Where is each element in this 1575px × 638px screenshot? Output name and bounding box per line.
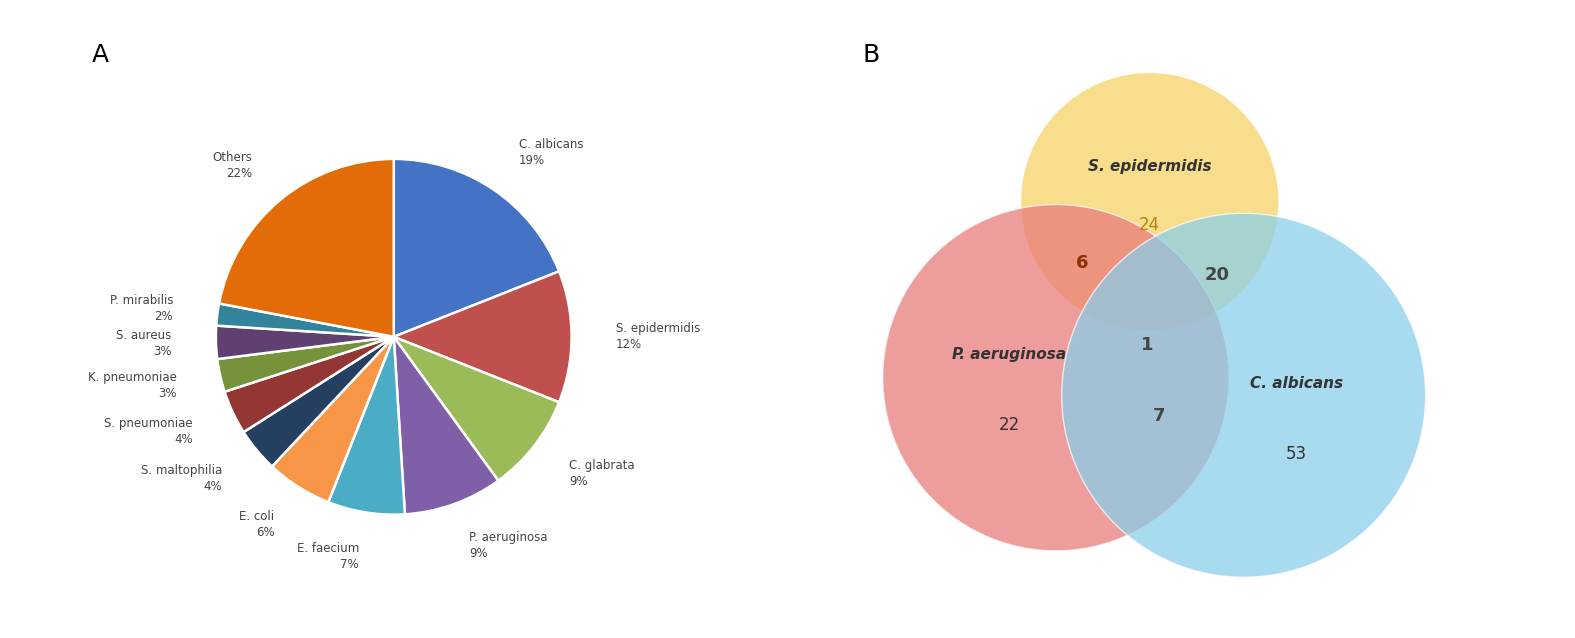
Text: S. maltophilia
4%: S. maltophilia 4% — [142, 464, 222, 493]
Text: 6: 6 — [1076, 254, 1088, 272]
Text: S. epidermidis: S. epidermidis — [1088, 159, 1211, 174]
Text: S. epidermidis
12%: S. epidermidis 12% — [616, 322, 701, 352]
Text: S. aureus
3%: S. aureus 3% — [117, 329, 172, 359]
Text: 53: 53 — [1285, 445, 1307, 463]
Text: C. albicans
19%: C. albicans 19% — [518, 138, 583, 167]
Text: P. aeruginosa: P. aeruginosa — [951, 346, 1066, 362]
Circle shape — [882, 205, 1228, 551]
Text: 1: 1 — [1140, 336, 1153, 355]
Text: S. pneumoniae
4%: S. pneumoniae 4% — [104, 417, 192, 446]
Wedge shape — [216, 325, 394, 359]
Text: B: B — [862, 43, 879, 67]
Text: Others
22%: Others 22% — [213, 151, 252, 180]
Wedge shape — [394, 159, 559, 337]
Text: K. pneumoniae
3%: K. pneumoniae 3% — [88, 371, 176, 400]
Text: 20: 20 — [1205, 266, 1230, 284]
Wedge shape — [394, 337, 498, 514]
Text: 7: 7 — [1153, 407, 1165, 425]
Text: E. faecium
7%: E. faecium 7% — [296, 542, 359, 571]
Text: P. aeruginosa
9%: P. aeruginosa 9% — [469, 531, 548, 560]
Text: 22: 22 — [999, 415, 1019, 434]
Wedge shape — [272, 337, 394, 502]
Circle shape — [1062, 213, 1425, 577]
Wedge shape — [225, 337, 394, 432]
Text: C. glabrata
9%: C. glabrata 9% — [570, 459, 635, 487]
Wedge shape — [217, 337, 394, 392]
Wedge shape — [216, 304, 394, 337]
Wedge shape — [394, 337, 559, 480]
Wedge shape — [244, 337, 394, 466]
Circle shape — [1021, 73, 1279, 330]
Text: 24: 24 — [1139, 216, 1161, 234]
Text: A: A — [91, 43, 109, 67]
Wedge shape — [328, 337, 405, 515]
Text: P. mirabilis
2%: P. mirabilis 2% — [110, 294, 173, 323]
Wedge shape — [219, 159, 394, 337]
Text: E. coli
6%: E. coli 6% — [239, 510, 274, 539]
Text: C. albicans: C. albicans — [1251, 376, 1343, 391]
Wedge shape — [394, 271, 572, 403]
